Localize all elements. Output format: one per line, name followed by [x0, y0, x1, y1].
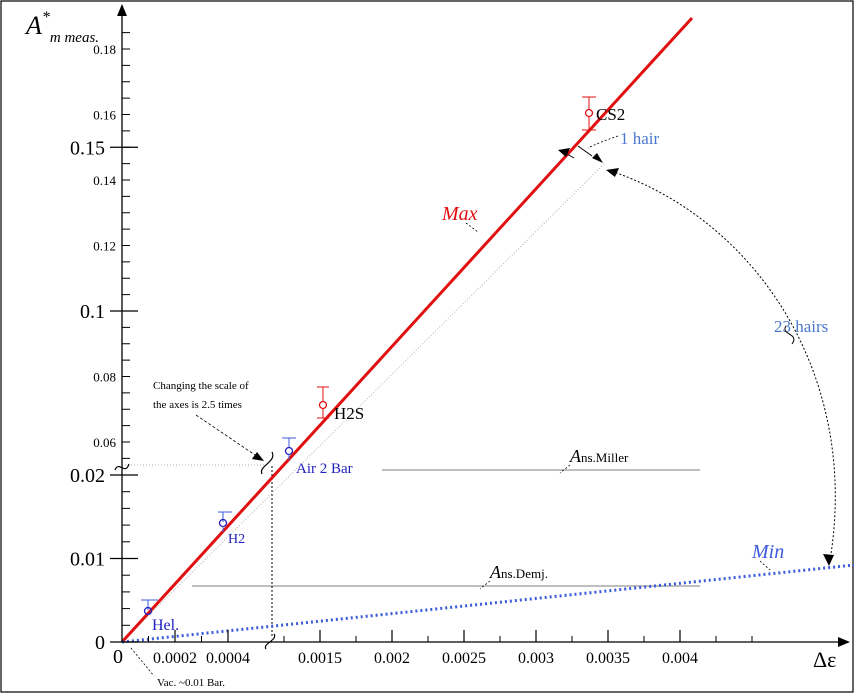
- point-h2s-label: H2S: [334, 404, 364, 423]
- hair1-arrow-left: [558, 148, 570, 157]
- vac-leader: [130, 647, 155, 677]
- x-tick-label: 0.004: [662, 650, 698, 667]
- y-axis-label-sup: *: [42, 9, 50, 26]
- x-axis-break-mark: [264, 633, 276, 650]
- y-tick-label: 0.06: [93, 435, 116, 450]
- point-cs2-label: CS2: [596, 105, 625, 124]
- hair1-leader: [587, 135, 619, 149]
- scale-note-line1: Changing the scale of: [153, 380, 249, 392]
- point-hel: Hel.: [141, 599, 179, 634]
- x-ticks: 0.0002 0.0004 0.0015 0.002 0.0025 0.003 0.0035…: [148, 630, 753, 667]
- scale-note-line2: the axes is 2.5 times: [153, 399, 242, 411]
- y-axis-break-mark: [114, 463, 130, 471]
- x-axis-label: Δε: [813, 647, 836, 672]
- scale-note-arrow-line: [195, 414, 259, 458]
- ref-miller-label: Ans.Miller: [569, 446, 629, 466]
- x-tick-label: 0.003: [518, 650, 554, 667]
- x-tick-label: 0.0004: [206, 650, 250, 667]
- y-axis-label: A*m meas.: [24, 9, 99, 46]
- y-tick-label: 0.14: [93, 173, 116, 188]
- y-axis-arrow: [117, 4, 127, 16]
- ref-demj-leader: [479, 580, 491, 590]
- y-tick-label: 0.15: [70, 137, 105, 159]
- series-min-line: [121, 563, 854, 644]
- y-tick-label: 0: [95, 632, 105, 654]
- x-tick-label: 0.002: [374, 650, 410, 667]
- y-tick-label: 0.18: [93, 42, 116, 57]
- series-max-label: Max: [441, 203, 478, 225]
- point-air-marker: [284, 446, 294, 456]
- y-axis-label-main: A: [24, 11, 42, 40]
- vac-label: Vac. ~0.01 Bar.: [157, 677, 225, 689]
- ref-demj-label-main: A: [489, 562, 502, 582]
- ref-miller-label-sub: ns.Miller: [581, 450, 629, 465]
- hair1-arrow-right: [592, 153, 603, 163]
- axes: [114, 4, 850, 650]
- hair23-arrow-bottom: [823, 554, 834, 566]
- y-tick-label: 0.08: [93, 370, 116, 385]
- series-max-line: [120, 16, 694, 644]
- point-air-label: Air 2 Bar: [296, 461, 353, 477]
- hair23-arc: [607, 169, 836, 561]
- air-break-mark: [260, 451, 274, 475]
- ref-miller-leader: [559, 464, 571, 474]
- x-tick-label: 0.0002: [153, 650, 197, 667]
- y-tick-label: 0.01: [70, 549, 105, 571]
- hair1-label: 1 hair: [620, 129, 660, 148]
- x-tick-label: 0.0015: [298, 650, 342, 667]
- point-hel-marker: [143, 606, 153, 616]
- point-cs2: CS2: [582, 96, 625, 131]
- point-h2s: H2S: [317, 386, 364, 423]
- series-max-leader: [465, 222, 479, 233]
- y-tick-label: 0.02: [70, 465, 105, 487]
- y-ticks: 0 0.01 0.02 0.06 0.08 0.12 0.14 0.16 0.18 0.1 0.15: [70, 32, 138, 654]
- x-origin-label: 0: [113, 646, 123, 668]
- ref-miller-label-main: A: [569, 446, 582, 466]
- y-tick-label: 0.1: [80, 301, 105, 323]
- point-h2: H2: [218, 511, 245, 547]
- ref-demj-label: Ans.Demj.: [489, 562, 548, 582]
- x-tick-label: 0.0035: [586, 650, 630, 667]
- point-h2-label: H2: [228, 532, 245, 547]
- scale-note-arrowhead: [252, 452, 264, 461]
- x-axis-arrow: [838, 637, 850, 647]
- point-cs2-marker: [584, 108, 594, 118]
- y-axis-label-sub: m meas.: [50, 30, 99, 46]
- hair23-label: 23 hairs: [774, 317, 828, 336]
- x-tick-label: 0.0025: [442, 650, 486, 667]
- series-min-label: Min: [751, 541, 784, 563]
- hair23-mark: [784, 325, 795, 345]
- y-tick-label: 0.12: [93, 239, 116, 254]
- point-hel-label: Hel.: [152, 617, 179, 634]
- y-tick-label: 0.16: [93, 108, 116, 123]
- point-h2s-marker: [318, 400, 328, 410]
- point-air: Air 2 Bar: [282, 437, 353, 477]
- hair23-arrow-top: [606, 168, 619, 177]
- ref-demj-label-sub: ns.Demj.: [501, 566, 548, 581]
